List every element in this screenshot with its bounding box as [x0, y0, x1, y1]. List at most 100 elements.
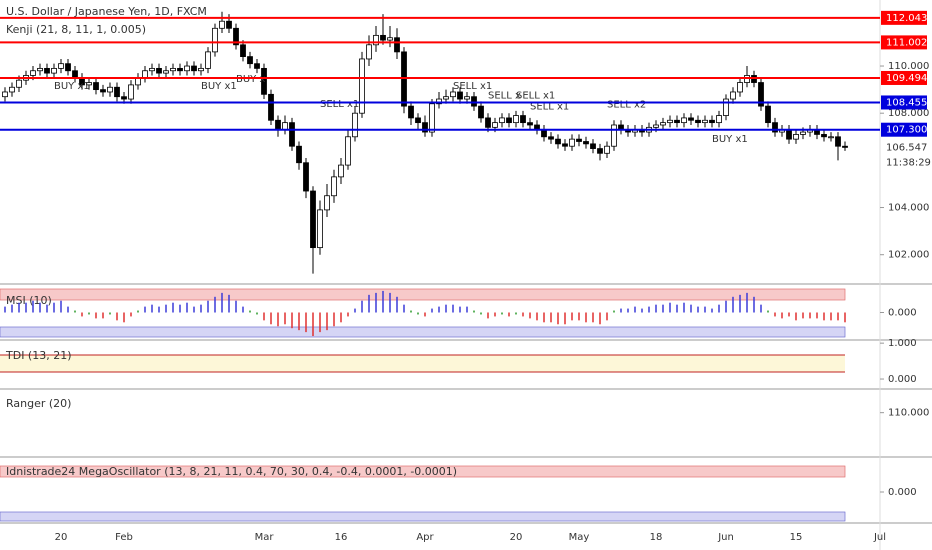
- x-tick-label: 20: [55, 532, 68, 543]
- histogram-bar: [410, 310, 412, 313]
- histogram-bar: [319, 312, 321, 333]
- x-tick-label: Jul: [873, 532, 886, 543]
- candle-body: [604, 145, 610, 154]
- candle-body: [527, 122, 533, 126]
- histogram-bar: [774, 312, 776, 317]
- histogram-bar: [613, 310, 615, 313]
- histogram-bar: [844, 312, 846, 323]
- histogram-bar: [676, 304, 678, 313]
- candle-body: [107, 86, 113, 93]
- candle-body: [695, 119, 701, 124]
- candle-body: [492, 122, 498, 128]
- osc-lower-band: [0, 511, 846, 522]
- candle-body: [310, 190, 316, 249]
- histogram-bar: [501, 312, 503, 315]
- histogram-bar: [830, 312, 832, 321]
- histogram-bar: [648, 306, 650, 313]
- candle-body: [737, 82, 743, 93]
- level-label-box: [881, 70, 927, 85]
- histogram-bar: [186, 302, 188, 313]
- histogram-bar: [102, 312, 104, 319]
- candle-body: [520, 115, 526, 124]
- histogram-bar: [564, 312, 566, 325]
- candle-body: [93, 82, 99, 91]
- histogram-bar: [389, 292, 391, 313]
- histogram-bar: [347, 312, 349, 317]
- candle-body: [513, 115, 519, 124]
- candle-body: [163, 70, 169, 74]
- histogram-bar: [522, 312, 524, 317]
- histogram-bar: [298, 312, 300, 331]
- signal-label: SELL x1: [530, 102, 569, 113]
- candle-body: [681, 117, 687, 124]
- candle-body: [590, 143, 596, 149]
- histogram-bar: [270, 312, 272, 325]
- histogram-bar: [480, 312, 482, 315]
- msi-upper-band: [0, 288, 846, 301]
- y-tick-label: 0.000: [888, 487, 917, 498]
- tdi-band: [0, 355, 845, 372]
- candle-body: [261, 67, 267, 95]
- histogram-bar: [235, 300, 237, 313]
- histogram-bar: [137, 310, 139, 313]
- pane-title: TDI (13, 21): [5, 349, 72, 362]
- histogram-bar: [718, 304, 720, 313]
- histogram-bar: [179, 304, 181, 313]
- level-label-box: [881, 35, 927, 50]
- candle-body: [65, 63, 71, 72]
- candle-body: [387, 37, 393, 41]
- candle-body: [702, 119, 708, 124]
- candle-body: [597, 148, 603, 154]
- histogram-bar: [60, 300, 62, 313]
- histogram-bar: [172, 302, 174, 313]
- x-tick-label: 20: [510, 532, 523, 543]
- candle-body: [450, 91, 456, 98]
- candle-body: [268, 93, 274, 121]
- candle-body: [751, 75, 757, 83]
- histogram-bar: [277, 312, 279, 327]
- histogram-bar: [704, 306, 706, 313]
- histogram-bar: [557, 312, 559, 325]
- histogram-bar: [641, 308, 643, 313]
- histogram-bar: [683, 302, 685, 313]
- candle-body: [394, 37, 400, 53]
- candle-body: [499, 117, 505, 124]
- histogram-bar: [809, 312, 811, 319]
- candle-body: [555, 138, 561, 145]
- histogram-bar: [529, 312, 531, 319]
- histogram-bar: [158, 306, 160, 313]
- level-label: 108.455: [886, 97, 927, 108]
- candle-body: [198, 67, 204, 72]
- candle-body: [100, 89, 106, 93]
- histogram-bar: [620, 308, 622, 313]
- histogram-bar: [361, 300, 363, 313]
- histogram-bar: [634, 306, 636, 313]
- candle-body: [709, 119, 715, 124]
- candle-body: [730, 91, 736, 100]
- histogram-bar: [67, 306, 69, 313]
- candle-body: [457, 91, 463, 100]
- candle-body: [583, 141, 589, 145]
- histogram-bar: [221, 292, 223, 313]
- candle-body: [723, 98, 729, 116]
- candle-body: [828, 136, 834, 139]
- histogram-bar: [473, 310, 475, 313]
- histogram-bar: [4, 306, 6, 313]
- histogram-bar: [312, 312, 314, 337]
- histogram-bar: [508, 312, 510, 317]
- histogram-bar: [193, 306, 195, 313]
- signal-label: SELL x1: [516, 91, 555, 102]
- y-tick-label: 102.000: [888, 250, 929, 261]
- histogram-bar: [655, 304, 657, 313]
- histogram-bar: [39, 302, 41, 313]
- candle-body: [345, 136, 351, 166]
- y-tick-label: 104.000: [888, 203, 929, 214]
- candle-body: [464, 96, 470, 100]
- histogram-bar: [606, 312, 608, 321]
- y-tick-label: 110.000: [888, 408, 929, 419]
- histogram-bar: [585, 312, 587, 323]
- candle-body: [149, 67, 155, 72]
- candle-body: [58, 63, 64, 69]
